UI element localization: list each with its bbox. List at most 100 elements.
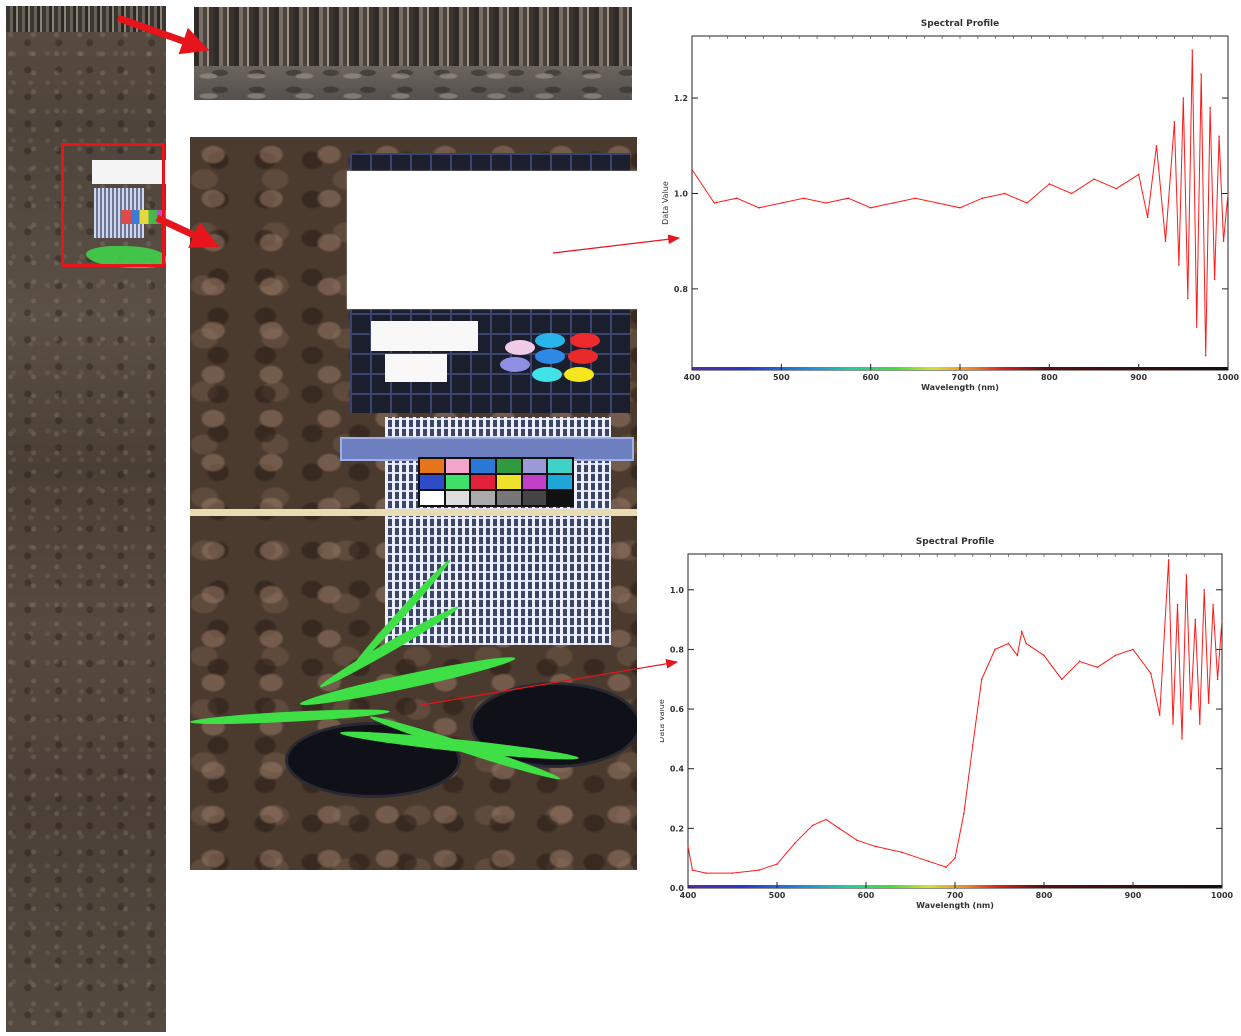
- spectrum-point: [1195, 326, 1198, 328]
- spectrum-point: [1061, 678, 1063, 681]
- spectrum-point: [1150, 672, 1152, 675]
- x-tick-label: 500: [769, 891, 786, 900]
- spectrum-point: [1007, 642, 1010, 645]
- color-dot: [500, 357, 530, 372]
- spectrum-point: [1191, 49, 1194, 52]
- spectrum-point: [1158, 714, 1161, 716]
- x-tick-label: 900: [1130, 373, 1147, 382]
- spectrum-point: [1096, 666, 1099, 669]
- spectrum-point: [811, 824, 814, 827]
- y-tick-label: 0.8: [670, 645, 685, 654]
- spectrum-point: [1078, 660, 1081, 663]
- spectrum-point: [1218, 135, 1220, 137]
- y-tick-label: 0.2: [670, 824, 684, 833]
- spectrum-point: [1043, 654, 1045, 657]
- hyperspectral-strip-image: [6, 6, 166, 1032]
- spectrum-point: [1173, 121, 1176, 123]
- spectrum-point: [731, 872, 734, 874]
- color-dot: [568, 349, 598, 364]
- spectrum-point: [758, 869, 760, 871]
- spectrum-point: [1137, 173, 1140, 176]
- y-tick-label: 1.0: [670, 586, 685, 595]
- spectrum-point: [1176, 603, 1179, 606]
- spectrum-point: [758, 206, 760, 209]
- spectrum-point: [1016, 654, 1019, 657]
- spectrum-point: [1132, 648, 1134, 651]
- strip-color-chips: [122, 210, 166, 224]
- spectrum-point: [687, 845, 689, 848]
- strip-scanline-artifact: [6, 6, 166, 32]
- spectrum-point: [1114, 654, 1116, 657]
- zoomed-scene-image: [190, 137, 637, 870]
- selection-box[interactable]: [61, 143, 165, 267]
- spectrum-point: [1221, 618, 1223, 621]
- x-tick-label: 400: [680, 891, 697, 900]
- spectrum-point: [847, 197, 850, 200]
- spectrum-point: [713, 202, 716, 204]
- spectrum-point: [1207, 702, 1210, 704]
- small-white-card-2: [385, 354, 447, 382]
- spectrum-point: [1025, 642, 1027, 645]
- spectrum-point: [914, 197, 917, 200]
- strip-calibration-scene: [66, 148, 166, 274]
- spectrum-point: [972, 744, 974, 746]
- x-tick-label: 700: [952, 373, 969, 382]
- spectrum-point: [981, 197, 984, 200]
- x-tick-label: 600: [858, 891, 875, 900]
- x-tick-label: 800: [1041, 373, 1058, 382]
- color-dot: [564, 367, 594, 382]
- spectrum-point: [1213, 278, 1216, 281]
- spectrum-point: [825, 818, 827, 821]
- color-dot: [535, 349, 565, 364]
- strip-white-card: [92, 160, 166, 184]
- spectrum-point: [1093, 178, 1095, 180]
- spectrum-point: [1212, 603, 1214, 606]
- spectrum-point: [1172, 723, 1174, 725]
- spectrum-point: [945, 866, 947, 868]
- y-tick-label: 1.0: [674, 189, 689, 198]
- plot-area: [691, 35, 1229, 371]
- top-zoom-ground: [194, 66, 632, 100]
- spectrum-point: [1146, 216, 1149, 219]
- spectrum-point: [1222, 240, 1225, 242]
- wooden-pole: [190, 509, 637, 516]
- x-tick-label: 400: [684, 373, 701, 382]
- spectrum-point: [735, 197, 738, 200]
- y-tick-label: 0.4: [670, 765, 685, 774]
- spectrum-point: [1003, 192, 1006, 195]
- y-tick-label: 1.2: [674, 94, 688, 103]
- spectrum-point: [705, 872, 707, 874]
- spectrum-point: [794, 842, 796, 845]
- spectrum-point: [892, 202, 894, 204]
- spectrum-point: [874, 845, 876, 848]
- spectrum-point: [1048, 183, 1051, 185]
- plot-area: [687, 553, 1223, 889]
- color-dot: [505, 340, 535, 355]
- spectrum-point: [1070, 192, 1073, 195]
- white-reference-card: [347, 171, 637, 309]
- x-tick-label: 500: [773, 373, 790, 382]
- spectrum-point: [776, 863, 778, 865]
- spectrum-point: [936, 202, 939, 204]
- x-tick-label: 1000: [1211, 891, 1234, 900]
- x-tick-label: 900: [1125, 891, 1142, 900]
- spectrum-point: [1178, 264, 1180, 266]
- spectrum-point: [1181, 738, 1183, 740]
- top-zoom-image: [194, 7, 632, 100]
- spectrum-point: [1198, 723, 1201, 725]
- x-tick-label: 700: [947, 891, 964, 900]
- spectrum-point: [1203, 588, 1205, 591]
- spectrum-point: [825, 202, 827, 204]
- chart-title: Spectral Profile: [916, 537, 994, 547]
- spectrum-point: [1026, 202, 1028, 204]
- spectrum-point: [1167, 559, 1170, 561]
- y-axis-label: Data Value: [660, 699, 666, 743]
- spectrum-point: [1182, 97, 1185, 99]
- spectrum-point: [691, 168, 693, 171]
- spectrum-point: [959, 206, 961, 209]
- color-dot: [532, 367, 562, 382]
- spectrum-point: [1020, 630, 1023, 633]
- spectrum-point: [963, 812, 965, 815]
- spectrum-point: [691, 869, 694, 871]
- x-tick-label: 800: [1036, 891, 1053, 900]
